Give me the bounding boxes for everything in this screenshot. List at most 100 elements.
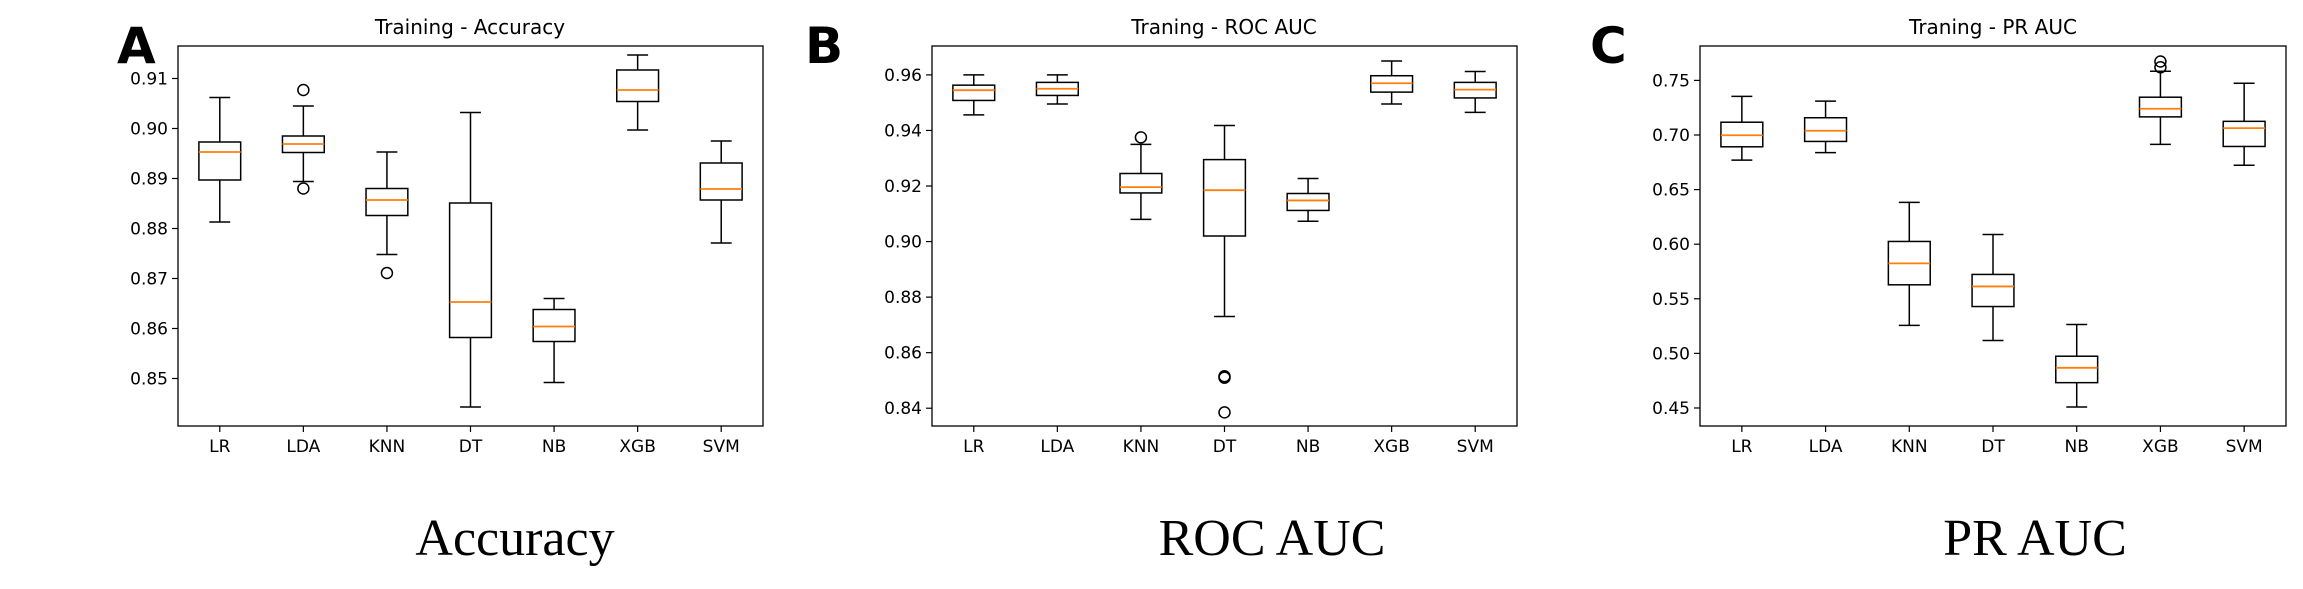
x-tick-label: NB <box>2065 437 2089 457</box>
box-knn <box>1119 131 1163 221</box>
x-tick-label: DT <box>1981 437 2005 457</box>
x-tick-label: XGB <box>1373 437 1409 457</box>
y-tick-label: 0.87 <box>130 270 168 290</box>
iqr-box <box>2055 355 2099 384</box>
x-tick-label: KNN <box>1891 437 1928 457</box>
y-tick-label: 0.96 <box>884 66 922 86</box>
y-tick-label: 0.90 <box>884 233 922 253</box>
chart-caption: PR AUC <box>1943 510 2127 567</box>
chart-title: Traning - ROC AUC <box>1130 15 1317 39</box>
iqr-box <box>448 202 493 339</box>
x-tick-label: SVM <box>2226 437 2263 457</box>
outlier-point <box>2154 55 2167 68</box>
box-knn <box>1887 201 1931 327</box>
plot-area-frame <box>931 45 1518 427</box>
x-tick-label: DT <box>459 437 483 457</box>
box-lr <box>952 74 996 116</box>
outlier-point <box>1134 131 1148 144</box>
x-tick-label: LDA <box>1040 437 1074 457</box>
box-xgb <box>1370 60 1414 105</box>
plot-area-frame <box>177 45 764 427</box>
box-nb <box>2055 323 2099 408</box>
y-tick-label: 0.60 <box>1652 235 1690 255</box>
box-svm <box>699 140 743 244</box>
x-tick-label: LR <box>209 437 230 457</box>
x-tick-label: LR <box>963 437 984 457</box>
box-knn <box>365 151 409 280</box>
box-svm <box>2222 82 2266 166</box>
box-xgb <box>616 54 660 131</box>
x-tick-label: LDA <box>286 437 320 457</box>
x-tick-label: KNN <box>1123 437 1160 457</box>
box-dt <box>448 111 493 408</box>
x-tick-label: XGB <box>619 437 655 457</box>
iqr-box <box>616 69 660 103</box>
iqr-box <box>365 187 409 217</box>
x-tick-label: SVM <box>1457 437 1494 457</box>
chart-panel-b: B Traning - ROC AUC ROC AUC 0.84 0.86 0.88 0.9… <box>805 15 1518 567</box>
y-tick-label: 0.90 <box>130 120 168 140</box>
iqr-box <box>1971 273 2015 308</box>
box-nb <box>1286 177 1330 223</box>
y-tick-label: 0.91 <box>130 70 168 90</box>
y-tick-label: 0.50 <box>1652 344 1690 364</box>
iqr-box <box>1803 116 1848 143</box>
outlier-point <box>297 83 310 97</box>
y-tick-label: 0.45 <box>1652 399 1690 419</box>
y-tick-label: 0.89 <box>130 170 168 190</box>
chart-title: Training - Accuracy <box>374 15 565 39</box>
box-lda <box>281 83 326 195</box>
x-tick-label: DT <box>1213 437 1237 457</box>
x-tick-label: NB <box>1296 437 1320 457</box>
x-tick-label: LR <box>1731 437 1752 457</box>
chart-caption: Accuracy <box>415 510 614 567</box>
outlier-point <box>380 266 394 280</box>
iqr-box <box>2222 120 2266 148</box>
panel-label: A <box>117 17 156 75</box>
panel-label: C <box>1590 17 1627 75</box>
x-tick-label: KNN <box>369 437 406 457</box>
y-tick-label: 0.88 <box>884 288 922 308</box>
iqr-box <box>1202 158 1247 237</box>
outlier-point <box>297 182 310 195</box>
iqr-box <box>2138 96 2183 118</box>
chart-panel-c: C Traning - PR AUC PR AUC 0.45 0.50 0.55 0.60 0… <box>1590 15 2287 567</box>
y-tick-label: 0.92 <box>884 177 922 197</box>
chart-panel-a: A Training - Accuracy Accuracy 0.85 0.86 0.87… <box>117 15 764 567</box>
y-tick-label: 0.94 <box>884 121 922 141</box>
box-lr <box>198 96 242 223</box>
outlier-point <box>2154 61 2167 74</box>
y-tick-label: 0.84 <box>884 399 922 419</box>
box-dt <box>1971 233 2015 342</box>
x-tick-label: XGB <box>2142 437 2178 457</box>
box-svm <box>1453 70 1497 114</box>
box-xgb <box>2138 55 2183 146</box>
iqr-box <box>532 308 576 343</box>
box-nb <box>532 297 576 384</box>
y-tick-label: 0.70 <box>1652 126 1690 146</box>
iqr-box <box>1286 192 1330 212</box>
x-tick-label: LDA <box>1809 437 1843 457</box>
y-tick-label: 0.85 <box>130 370 168 390</box>
outlier-point <box>1218 371 1231 384</box>
y-tick-label: 0.55 <box>1652 290 1690 310</box>
iqr-box <box>699 162 743 201</box>
box-lr <box>1720 95 1764 161</box>
y-tick-label: 0.75 <box>1652 71 1690 91</box>
chart-title: Traning - PR AUC <box>1908 15 2077 39</box>
outlier-point <box>1218 406 1231 419</box>
panel-label: B <box>805 17 843 75</box>
y-tick-label: 0.65 <box>1652 181 1690 201</box>
iqr-box <box>198 141 242 181</box>
x-tick-label: SVM <box>703 437 740 457</box>
plot-area-frame <box>1699 45 2287 427</box>
iqr-box <box>952 84 996 102</box>
chart-caption: ROC AUC <box>1159 510 1386 567</box>
x-tick-label: NB <box>542 437 566 457</box>
y-tick-label: 0.88 <box>130 220 168 240</box>
iqr-box <box>1119 172 1163 194</box>
y-tick-label: 0.86 <box>130 320 168 340</box>
y-tick-label: 0.86 <box>884 344 922 364</box>
box-lda <box>1035 74 1079 105</box>
